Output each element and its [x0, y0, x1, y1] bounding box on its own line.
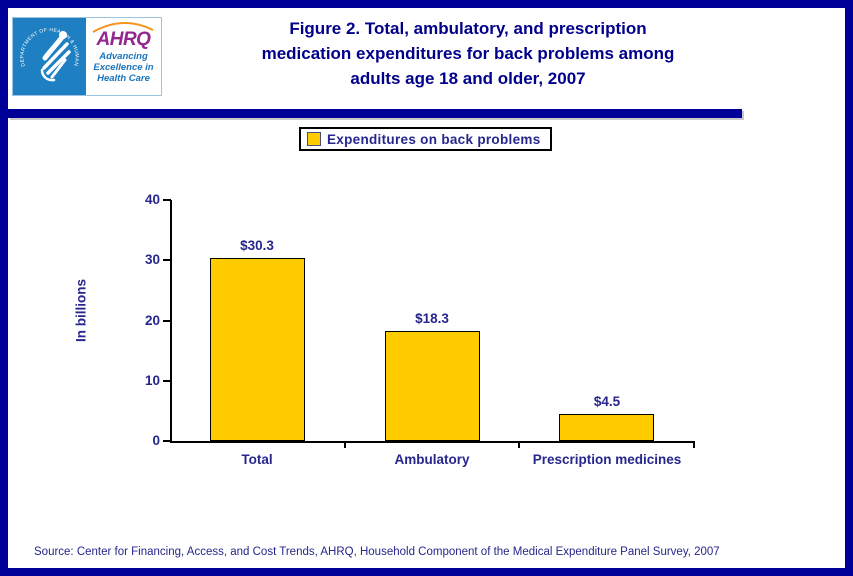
y-tick-mark — [163, 320, 171, 322]
y-tick-mark — [163, 380, 171, 382]
ahrq-tagline: Advancing Excellence in Health Care — [93, 51, 154, 84]
y-tick-label: 10 — [144, 373, 160, 388]
y-tick-mark — [163, 440, 171, 442]
bar-value-label: $18.3 — [415, 311, 449, 326]
ahrq-arc-icon — [92, 21, 154, 33]
header-rule — [8, 109, 742, 118]
x-tick-mark — [344, 442, 346, 448]
y-tick-mark — [163, 199, 171, 201]
y-tick-label: 20 — [144, 313, 160, 328]
y-tick-label: 40 — [144, 192, 160, 207]
y-axis-line — [170, 200, 172, 443]
ahrq-hhs-logo: DEPARTMENT OF HEALTH & HUMAN SERVICES - … — [12, 17, 162, 96]
x-axis-line — [170, 441, 695, 443]
legend-swatch — [307, 132, 321, 146]
ahrq-logo: AHRQ Advancing Excellence in Health Care — [86, 18, 161, 95]
bar-total — [210, 258, 305, 441]
chart-legend: Expenditures on back problems — [299, 127, 552, 151]
bar-value-label: $4.5 — [593, 394, 621, 409]
y-tick-mark — [163, 259, 171, 261]
hhs-eagle-icon: DEPARTMENT OF HEALTH & HUMAN SERVICES - … — [13, 18, 86, 95]
bar-value-label: $30.3 — [240, 238, 274, 253]
x-category-label: Prescription medicines — [532, 452, 682, 467]
y-axis-title: In billions — [73, 279, 89, 342]
bar-prescription-medicines — [559, 414, 654, 441]
x-category-label: Ambulatory — [394, 452, 470, 467]
bar-ambulatory — [385, 331, 480, 441]
y-tick-label: 30 — [144, 252, 160, 267]
figure-title: Figure 2. Total, ambulatory, and prescri… — [261, 19, 675, 88]
x-category-label: Total — [241, 452, 273, 467]
bar-chart: In billions 0 10 20 30 40 $30.3 Total $18.3 Amb… — [8, 8, 845, 568]
x-tick-mark — [693, 442, 695, 448]
x-tick-mark — [518, 442, 520, 448]
legend-label: Expenditures on back problems — [327, 131, 541, 147]
y-tick-label: 0 — [152, 433, 160, 448]
ahrq-acronym: AHRQ — [96, 29, 151, 50]
source-note: Source: Center for Financing, Access, an… — [34, 546, 720, 558]
